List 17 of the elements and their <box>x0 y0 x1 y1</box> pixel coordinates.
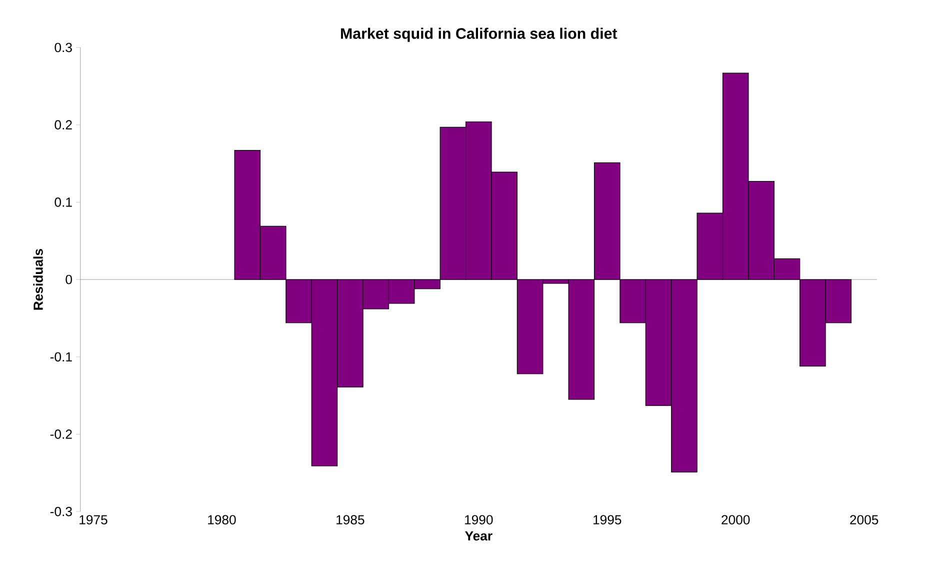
x-tick-label: 2005 <box>850 514 878 524</box>
y-tick-label: 0 <box>66 274 72 284</box>
x-tick-label: 1990 <box>465 514 493 524</box>
y-tick-label: 0.3 <box>54 42 72 52</box>
y-tick-label: -0.3 <box>50 506 72 516</box>
chart-title: Market squid in California sea lion diet <box>341 28 618 42</box>
x-tick-label: 1985 <box>336 514 364 524</box>
x-tick-label: 1980 <box>208 514 236 524</box>
y-tick-label: -0.1 <box>50 352 72 362</box>
x-tick-label: 1995 <box>594 514 622 524</box>
x-axis-title: Year <box>464 531 492 540</box>
y-tick-label: 0.1 <box>54 197 72 207</box>
y-tick-label: 0.2 <box>54 120 72 130</box>
y-tick-label: -0.2 <box>50 429 72 439</box>
x-tick-label: 1975 <box>80 514 108 524</box>
y-axis-title: Residuals <box>33 248 43 310</box>
x-tick-label: 2000 <box>722 514 750 524</box>
